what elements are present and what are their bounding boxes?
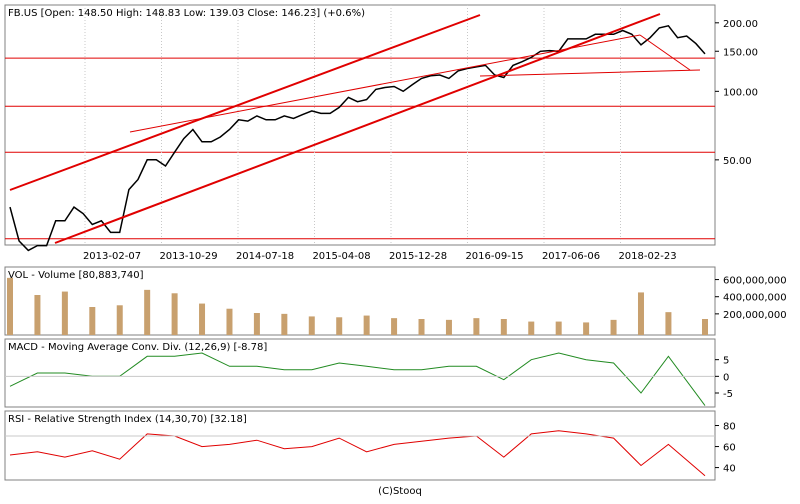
macd-panel-frame — [4, 338, 716, 408]
volume-bar — [89, 307, 96, 335]
y-tick-label: -5 — [723, 389, 733, 400]
volume-bar — [665, 312, 672, 335]
volume-bar — [34, 295, 41, 335]
rsi-panel-title: RSI - Relative Strength Index (14,30,70)… — [8, 414, 247, 425]
y-tick-label: 200.00 — [723, 19, 758, 30]
volume-bar — [418, 319, 425, 335]
macd-panel-title: MACD - Moving Average Conv. Div. (12,26,… — [8, 342, 267, 353]
y-tick-label: 50.00 — [723, 156, 752, 167]
volume-bar — [281, 313, 288, 335]
volume-bar — [528, 321, 535, 335]
y-tick-label: 0 — [723, 372, 729, 383]
x-tick-label: 2013-02-07 — [83, 251, 141, 262]
y-tick-label: 40 — [723, 464, 736, 475]
x-tick-label: 2014-07-18 — [236, 251, 294, 262]
x-tick-label: 2015-12-28 — [389, 251, 447, 262]
volume-bar — [61, 291, 68, 335]
rsi-panel-frame — [4, 410, 716, 481]
chart-credit: (C)Stooq — [378, 486, 422, 497]
trend-lines — [9, 13, 701, 244]
volume-bar — [555, 321, 562, 335]
y-tick-label: 600,000,000 — [723, 276, 787, 287]
x-tick-label: 2017-06-06 — [542, 251, 600, 262]
volume-bar — [7, 277, 13, 335]
y-tick-label: 200,000,000 — [723, 310, 787, 321]
y-tick-label: 60 — [723, 443, 736, 454]
series-line — [9, 24, 706, 252]
series-line — [9, 430, 706, 477]
x-tick-label: 2018-02-23 — [618, 251, 676, 262]
volume-bar — [363, 315, 370, 335]
volume-bar — [702, 319, 708, 335]
x-tick-label: 2016-09-15 — [465, 251, 523, 262]
volume-bar — [308, 316, 315, 335]
volume-bar — [336, 317, 343, 335]
volume-bar — [144, 289, 151, 335]
series-line — [9, 352, 706, 406]
price-panel-frame — [4, 4, 716, 246]
y-tick-label: 80 — [723, 422, 736, 433]
x-tick-label: 2015-04-08 — [312, 251, 370, 262]
volume-bar — [445, 319, 452, 335]
y-tick-label: 100.00 — [723, 87, 758, 98]
volume-bar — [473, 318, 480, 335]
volume-bar — [637, 292, 644, 335]
volume-bar — [171, 293, 178, 335]
y-tick-label: 150.00 — [723, 47, 758, 58]
volume-bar — [610, 319, 617, 335]
y-tick-label: 400,000,000 — [723, 293, 787, 304]
volume-bar — [391, 318, 398, 335]
volume-bar — [583, 322, 590, 335]
volume-bar — [116, 305, 123, 335]
price-panel-title: FB.US [Open: 148.50 High: 148.83 Low: 13… — [8, 8, 365, 19]
volume-bar — [253, 313, 260, 335]
y-tick-label: 5 — [723, 356, 729, 367]
x-tick-label: 2013-10-29 — [159, 251, 217, 262]
volume-panel-frame — [4, 266, 716, 336]
volume-bar — [199, 303, 206, 335]
volume-bar — [226, 308, 233, 335]
volume-bar — [500, 319, 507, 335]
volume-panel-title: VOL - Volume [80,883,740] — [8, 270, 144, 281]
